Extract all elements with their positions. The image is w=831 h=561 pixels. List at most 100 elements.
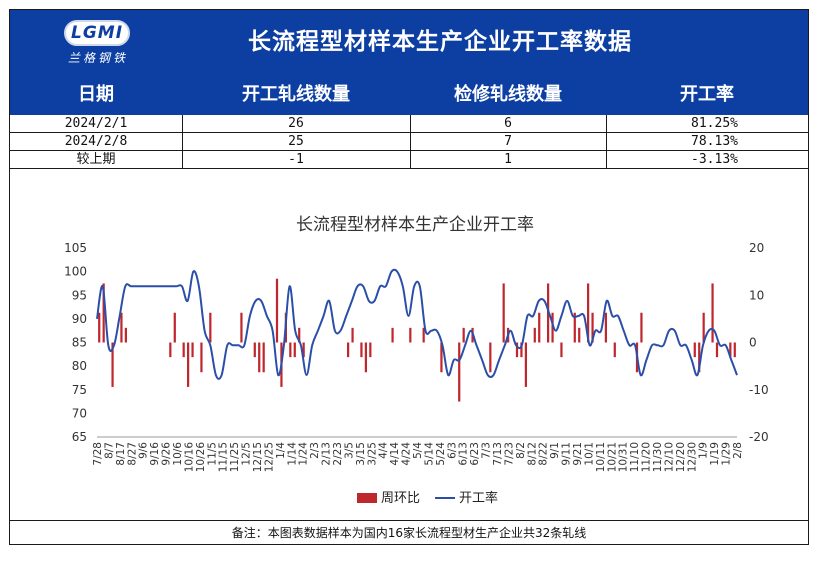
x-tick-label: 9/11 — [561, 442, 573, 466]
x-tick-label: 8/17 — [115, 442, 127, 466]
x-tick-label: 9/6 — [138, 442, 150, 459]
bar-week-change — [440, 342, 443, 373]
bar-week-change — [240, 312, 243, 343]
bar-week-change — [391, 327, 394, 343]
x-tick-label: 9/1 — [549, 442, 561, 459]
cell-date: 较上期 — [76, 152, 116, 167]
bar-week-change — [262, 342, 265, 373]
column-header-running-lines: 开工轧线数量 — [242, 84, 350, 105]
bar-week-change — [302, 342, 305, 358]
x-tick-label: 12/30 — [686, 442, 698, 472]
x-tick-label: 10/11 — [595, 442, 607, 472]
y-left-tick-label: 90 — [72, 312, 87, 326]
cell-running-lines: 25 — [288, 134, 304, 149]
table-row: 2024/2/8 25 7 78.13% — [10, 133, 808, 151]
x-tick-label: 9/26 — [161, 442, 173, 466]
x-tick-label: 11/20 — [641, 442, 653, 472]
x-tick-label: 11/15 — [218, 442, 230, 472]
y-right-tick-label: -10 — [749, 383, 769, 397]
y-left-tick-label: 75 — [72, 383, 87, 397]
bar-week-change — [458, 342, 461, 402]
legend-label-line: 开工率 — [459, 490, 498, 506]
x-tick-label: 5/4 — [412, 442, 424, 459]
x-tick-label: 8/27 — [126, 442, 138, 466]
bar-week-change — [711, 283, 714, 343]
column-header-maintenance-lines: 检修轧线数量 — [454, 84, 562, 105]
bar-week-change — [200, 342, 203, 373]
column-header-operating-rate: 开工率 — [680, 84, 734, 105]
bar-week-change — [102, 283, 105, 343]
bar-week-change — [182, 342, 185, 358]
bar-week-change — [289, 342, 292, 358]
x-tick-label: 8/22 — [538, 442, 550, 466]
x-tick-label: 3/25 — [366, 442, 378, 466]
bar-week-change — [698, 342, 701, 373]
x-tick-label: 7/28 — [92, 442, 104, 466]
legend-swatch-bar — [357, 493, 377, 503]
y-right-tick-label: 20 — [749, 241, 764, 255]
x-tick-label: 11/5 — [206, 442, 218, 466]
y-left-tick-label: 80 — [72, 359, 87, 373]
cell-maintenance-lines: 7 — [504, 134, 512, 149]
x-tick-label: 1/19 — [709, 442, 721, 466]
bar-week-change — [409, 327, 412, 343]
cell-operating-rate: 81.25% — [691, 116, 738, 131]
bar-week-change — [733, 342, 736, 358]
x-tick-label: 7/13 — [492, 442, 504, 466]
bar-week-change — [360, 342, 363, 358]
logo-badge: LGMI — [64, 20, 130, 46]
cell-date: 2024/2/8 — [64, 134, 128, 149]
x-tick-label: 6/3 — [446, 442, 458, 459]
cell-maintenance-lines: 6 — [504, 116, 512, 131]
bar-week-change — [275, 278, 279, 343]
lgmi-logo: LGMI 兰格钢铁 — [58, 16, 138, 70]
y-right-tick-label: 0 — [749, 336, 757, 350]
x-tick-label: 7/3 — [481, 442, 493, 459]
x-tick-label: 11/25 — [229, 442, 241, 472]
table-header: 日期 开工轧线数量 检修轧线数量 开工率 — [10, 74, 808, 115]
x-tick-label: 6/13 — [458, 442, 470, 466]
table-divider — [606, 115, 607, 169]
report-title: 长流程型材样本生产企业开工率数据 — [248, 29, 632, 55]
bar-week-change — [191, 342, 194, 358]
y-right-tick-label: -20 — [749, 430, 769, 444]
x-tick-label: 4/4 — [378, 442, 390, 459]
x-tick-label: 10/6 — [172, 442, 184, 466]
x-tick-label: 9/16 — [149, 442, 161, 466]
x-tick-label: 1/29 — [721, 442, 733, 466]
x-tick-label: 2/3 — [309, 442, 321, 459]
x-tick-label: 11/10 — [629, 442, 641, 472]
y-left-tick-label: 70 — [72, 406, 87, 420]
bar-week-change — [551, 312, 554, 343]
y-left-tick-label: 65 — [72, 430, 87, 444]
legend-label-bar: 周环比 — [381, 491, 420, 506]
x-tick-label: 12/15 — [252, 442, 264, 472]
chart-area: 长流程型材样本生产企业开工率 65 70 75 80 85 90 95 100 105 -20-… — [10, 170, 808, 520]
cell-operating-rate: 78.13% — [691, 134, 738, 149]
bar-week-change — [120, 312, 123, 343]
bar-week-change — [98, 312, 101, 343]
x-tick-label: 12/25 — [263, 442, 275, 472]
x-tick-label: 1/9 — [698, 442, 710, 459]
bar-week-change — [347, 342, 350, 358]
bar-week-change — [298, 327, 301, 343]
x-tick-label: 10/21 — [606, 442, 618, 472]
x-tick-label: 10/16 — [183, 442, 195, 473]
x-tick-label: 6/23 — [469, 442, 481, 466]
bar-week-change — [578, 327, 581, 343]
bar-week-change — [124, 327, 127, 343]
bar-week-change — [729, 342, 732, 358]
x-tick-label: 10/31 — [618, 442, 630, 472]
x-tick-label: 1/24 — [298, 442, 310, 466]
x-tick-label: 9/21 — [572, 442, 584, 466]
bar-week-change — [520, 342, 523, 358]
bar-week-change — [293, 342, 296, 358]
bar-week-change — [613, 342, 616, 358]
footnote: 备注：本图表数据样本为国内16家长流程型材生产企业共32条轧线 — [10, 520, 808, 546]
x-tick-label: 12/20 — [675, 442, 687, 472]
table-divider — [182, 115, 183, 169]
x-tick-label: 7/23 — [503, 442, 515, 466]
x-tick-label: 8/12 — [526, 442, 538, 466]
bar-week-change — [351, 327, 354, 343]
